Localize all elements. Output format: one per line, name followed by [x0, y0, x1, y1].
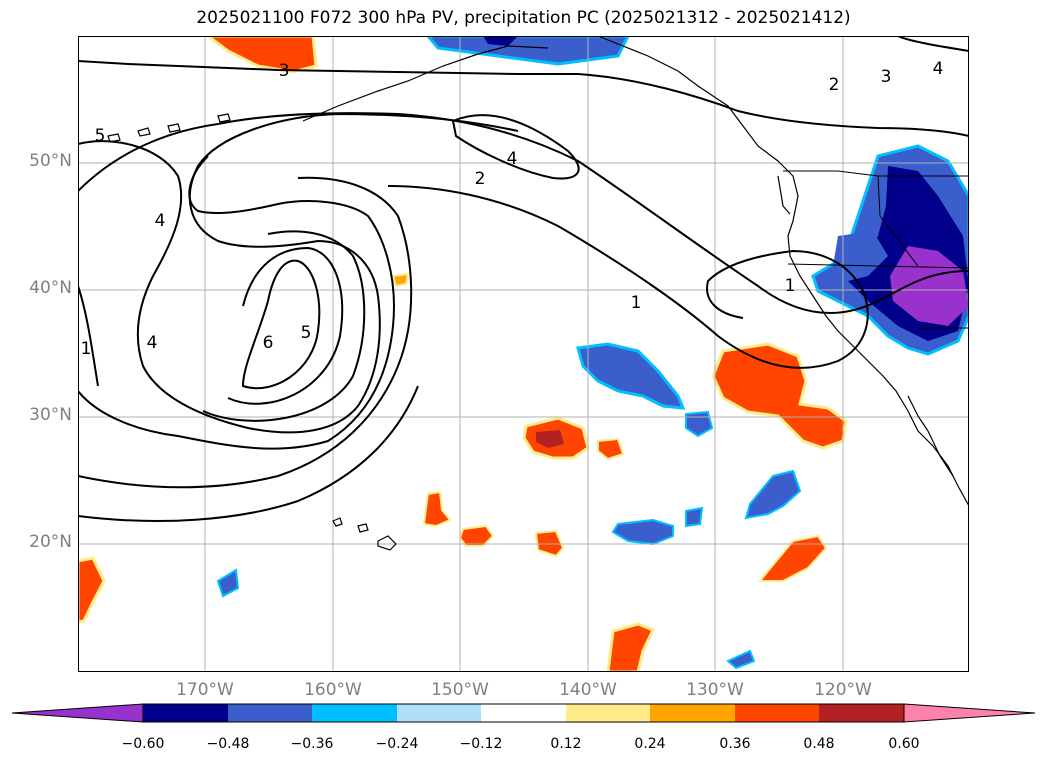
colorbar-tick: 0.24	[634, 736, 666, 752]
colorbar-tick: 0.12	[550, 736, 582, 752]
precip-negative-area	[426, 36, 630, 66]
colorbar-tick: 0.36	[719, 736, 751, 752]
colorbar-tick: −0.48	[206, 736, 250, 752]
pv-contours	[78, 36, 969, 522]
lat-label-40n: 40°N	[29, 278, 72, 298]
colorbar-min-extend	[11, 703, 144, 723]
lat-label-20n: 20°N	[29, 532, 72, 552]
colorbar-tick: −0.60	[121, 736, 165, 752]
map-title: 2025021100 F072 300 hPa PV, precipitatio…	[196, 8, 851, 28]
graticule	[78, 36, 969, 672]
lon-label-150w: 150°W	[431, 680, 489, 700]
contour-label: 4	[155, 211, 166, 231]
lat-label-30n: 30°N	[29, 405, 72, 425]
precip-positive-area	[205, 36, 318, 74]
colorbar-tick: 0.48	[803, 736, 835, 752]
colorbar-segment	[312, 704, 397, 722]
precip-negative-area	[576, 342, 686, 410]
colorbar-segment	[819, 704, 904, 722]
colorbar-segment	[650, 704, 735, 722]
contour-label: 2	[475, 169, 486, 189]
contour-label: 1	[631, 293, 642, 313]
colorbar-tick: −0.12	[459, 736, 503, 752]
map-canvas: 3 5 4 1 4 6 5 4 2 1 2 3 4 1	[78, 36, 969, 672]
colorbar-max-extend	[903, 703, 1036, 723]
contour-labels: 3 5 4 1 4 6 5 4 2 1 2 3 4 1	[81, 59, 944, 359]
colorbar-segment	[735, 704, 819, 722]
contour-label: 1	[785, 276, 796, 296]
colorbar-tick: −0.36	[290, 736, 334, 752]
contour-label: 6	[263, 333, 274, 353]
colorbar-segment	[481, 704, 566, 722]
colorbar-tick: −0.24	[375, 736, 419, 752]
colorbar-segment	[143, 704, 228, 722]
lon-label-170w: 170°W	[176, 680, 234, 700]
colorbar-segment	[228, 704, 312, 722]
contour-label: 4	[507, 149, 518, 169]
contour-label: 5	[301, 323, 312, 343]
lon-label-160w: 160°W	[304, 680, 362, 700]
lon-label-120w: 120°W	[814, 680, 872, 700]
contour-label: 3	[279, 61, 290, 81]
colorbar-segment	[566, 704, 650, 722]
lon-label-140w: 140°W	[559, 680, 617, 700]
precip-positive-area	[711, 342, 848, 450]
contour-label: 4	[147, 333, 158, 353]
contour-label: 5	[95, 126, 106, 146]
colorbar-tick: 0.60	[888, 736, 920, 752]
lat-label-50n: 50°N	[29, 151, 72, 171]
contour-label: 2	[829, 75, 840, 95]
coastlines	[107, 36, 969, 551]
contour-label: 1	[81, 339, 92, 359]
contour-label: 3	[881, 67, 892, 87]
contour-label: 4	[933, 59, 944, 79]
lon-label-130w: 130°W	[686, 680, 744, 700]
colorbar	[11, 703, 1036, 723]
colorbar-segment	[397, 704, 481, 722]
precipitation-shading	[78, 36, 969, 672]
